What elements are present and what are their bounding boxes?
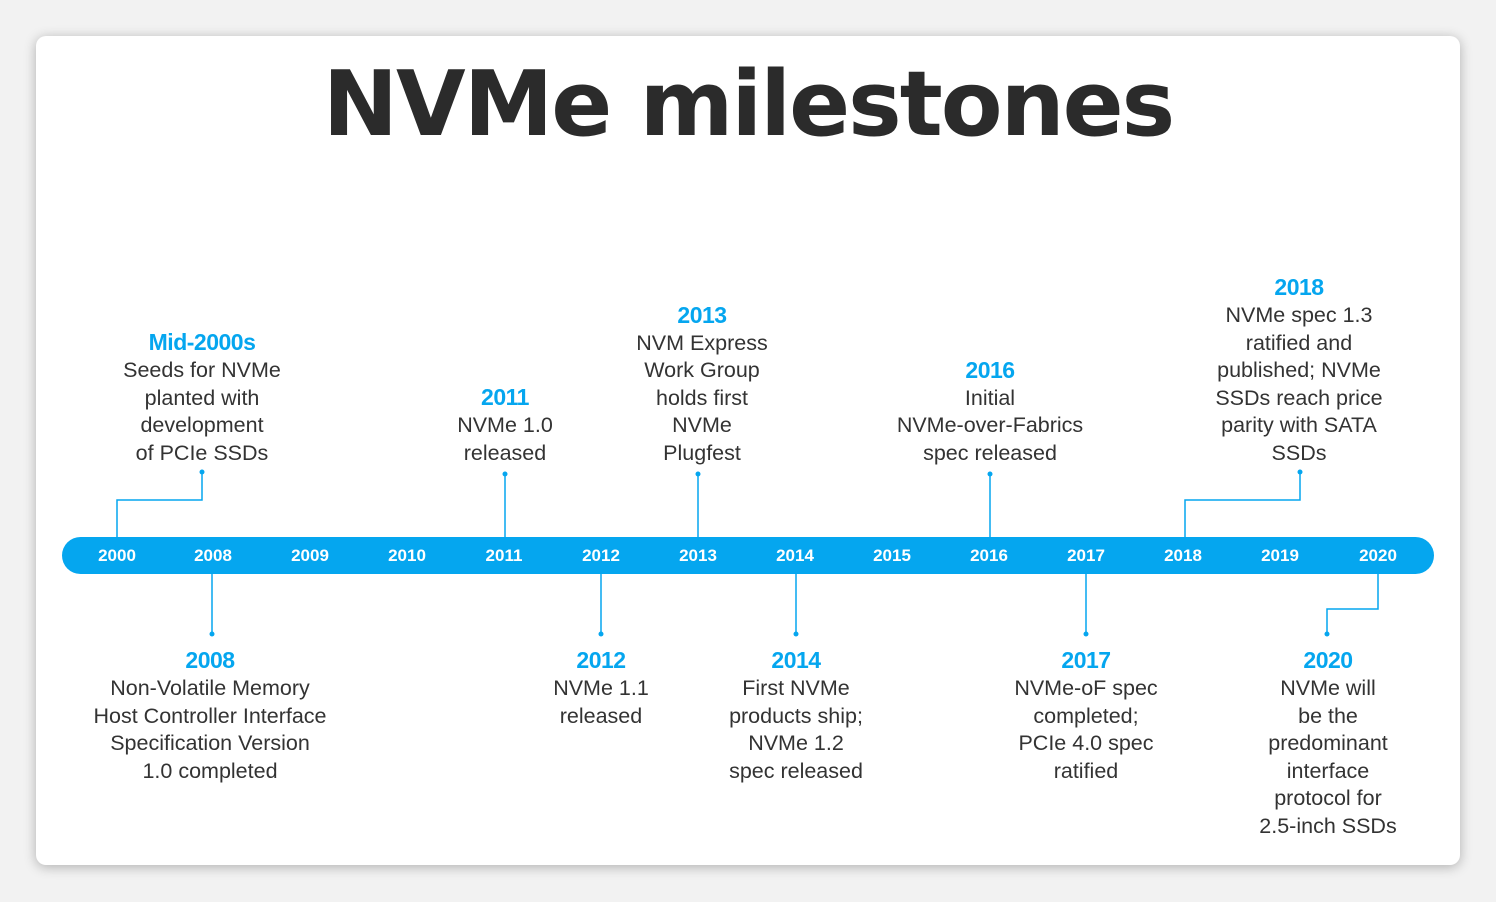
axis-year-2008: 2008	[194, 546, 232, 565]
axis-year-2019: 2019	[1261, 546, 1299, 565]
connector-dot	[695, 471, 701, 477]
event-2020: 2020 NVMe will be the predominant interf…	[1178, 645, 1478, 840]
event-mid2000s: Mid-2000s Seeds for NVMe planted with de…	[52, 327, 352, 467]
connector-dot	[502, 471, 508, 477]
event-year: Mid-2000s	[148, 329, 256, 355]
connector-dot	[1083, 631, 1089, 637]
event-year: 2013	[677, 301, 727, 328]
axis-year-2020: 2020	[1359, 546, 1397, 565]
event-2012: 2012 NVMe 1.1 released	[451, 645, 751, 730]
connector-dot	[199, 469, 205, 475]
axis-year-2000: 2000	[98, 546, 136, 565]
event-text: Initial NVMe-over-Fabrics spec released	[896, 385, 1084, 465]
event-year: 2008	[185, 647, 235, 673]
axis-year-2015: 2015	[873, 546, 911, 565]
axis-year-2016: 2016	[970, 546, 1008, 565]
event-text: Seeds for NVMe planted with development …	[123, 358, 281, 465]
connector-2020	[1326, 572, 1379, 634]
axis-year-2014: 2014	[776, 546, 814, 565]
event-2013: 2013 NVM Express Work Group holds first …	[552, 300, 852, 468]
connector-dot	[598, 631, 604, 637]
event-year: 2014	[771, 647, 821, 673]
event-year: 2017	[1061, 647, 1111, 673]
connector-mid2000s	[116, 472, 203, 540]
event-text: First NVMe products ship; NVMe 1.2 spec …	[729, 676, 863, 783]
axis-year-2010: 2010	[388, 546, 426, 565]
infographic-card	[36, 36, 1460, 865]
connector-dot	[209, 631, 215, 637]
axis-year-2009: 2009	[291, 546, 329, 565]
event-text: NVMe will be the predominant interface p…	[1259, 676, 1397, 838]
page-title: NVMe milestones	[322, 52, 1176, 157]
event-2011: 2011 NVMe 1.0 released	[355, 382, 655, 467]
event-2014: 2014 First NVMe products ship; NVMe 1.2 …	[646, 645, 946, 785]
event-year: 2012	[576, 647, 626, 673]
event-text: NVMe spec 1.3 ratified and published; NV…	[1215, 303, 1383, 465]
event-text: Non-Volatile Memory Host Controller Inte…	[93, 676, 327, 783]
event-year: 2018	[1274, 274, 1324, 300]
axis-year-2018: 2018	[1164, 546, 1202, 565]
event-text: NVMe-oF spec completed; PCIe 4.0 spec ra…	[1014, 676, 1158, 783]
event-2016: 2016 Initial NVMe-over-Fabrics spec rele…	[840, 355, 1140, 468]
event-text: NVM Express Work Group holds first NVMe …	[636, 330, 768, 465]
connector-dot	[793, 631, 799, 637]
connector-2018	[1184, 472, 1301, 540]
axis-year-2017: 2017	[1067, 546, 1105, 565]
connector-dot	[987, 471, 993, 477]
axis-year-2011: 2011	[485, 546, 523, 565]
connector-dot	[1297, 469, 1303, 475]
event-2018: 2018 NVMe spec 1.3 ratified and publishe…	[1149, 272, 1449, 467]
event-text: NVMe 1.0 released	[457, 413, 553, 465]
axis-year-2012: 2012	[582, 546, 620, 565]
event-2008: 2008 Non-Volatile Memory Host Controller…	[60, 645, 360, 785]
event-year: 2020	[1303, 647, 1353, 673]
connector-dot	[1324, 631, 1330, 637]
timeline-bar	[62, 537, 1434, 574]
event-year: 2016	[965, 356, 1015, 383]
axis-year-2013: 2013	[679, 546, 717, 565]
event-text: NVMe 1.1 released	[553, 676, 649, 728]
event-year: 2011	[481, 384, 529, 410]
event-2017: 2017 NVMe-oF spec completed; PCIe 4.0 sp…	[936, 645, 1236, 785]
